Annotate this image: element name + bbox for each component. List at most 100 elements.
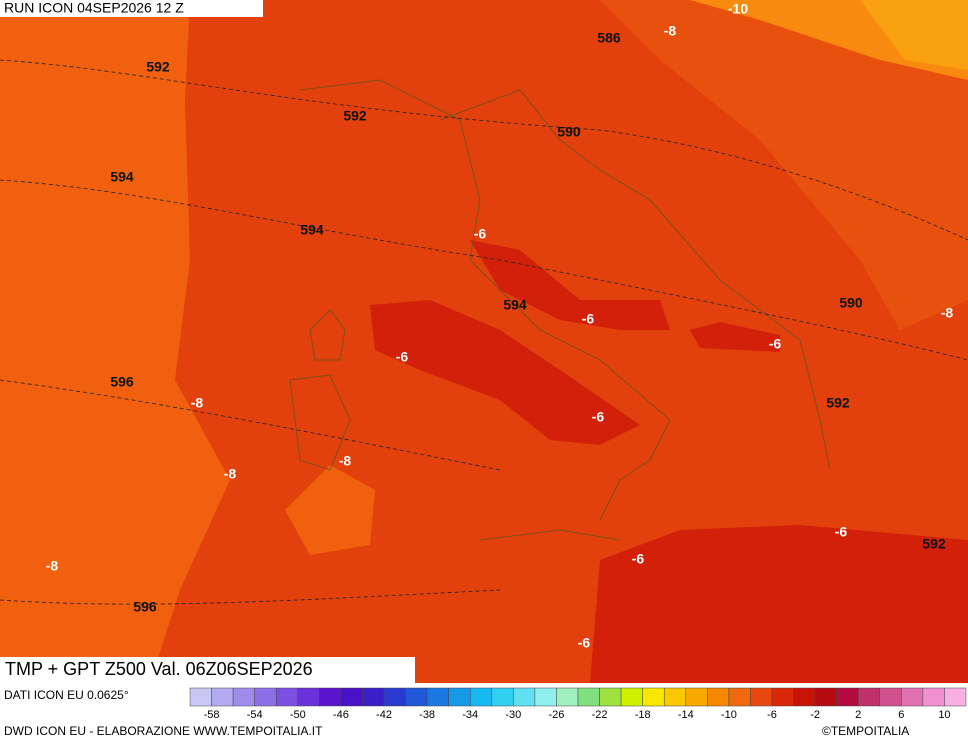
color-swatch — [362, 687, 385, 707]
colorbar-label: 2 — [855, 709, 861, 721]
color-swatch — [857, 687, 881, 707]
contour-label: 590 — [839, 295, 863, 311]
contour-label: 586 — [597, 30, 621, 46]
contour-label: 596 — [110, 374, 134, 390]
colorbar-label: -46 — [333, 709, 349, 721]
cool-zone — [370, 300, 640, 445]
map-title: TMP + GPT Z500 Val. 06Z06SEP2026 — [5, 659, 313, 679]
color-swatch — [793, 687, 816, 707]
color-swatch — [426, 687, 449, 707]
contour-label: -8 — [941, 305, 954, 321]
colorbar-label: 6 — [898, 709, 904, 721]
color-swatch — [728, 687, 751, 707]
color-swatch — [663, 687, 687, 707]
color-swatch — [836, 687, 859, 707]
color-swatch — [771, 687, 794, 707]
contour-label: 594 — [300, 222, 324, 238]
colorbar-label: -58 — [204, 709, 220, 721]
color-swatch — [685, 687, 708, 707]
map: RUN ICON 04SEP2026 12 Z 586 -8 -10 592 592 59… — [0, 0, 968, 683]
color-swatch — [340, 687, 363, 707]
color-swatch — [556, 687, 579, 707]
colorbar-label: -26 — [548, 709, 564, 721]
colorbar-label: -50 — [290, 709, 306, 721]
color-swatch — [534, 687, 557, 707]
colorbar-label: -34 — [462, 709, 478, 721]
cool-zone — [690, 322, 780, 352]
color-swatch — [275, 687, 299, 707]
contour-label: -8 — [224, 466, 237, 482]
colorbar-label: -2 — [810, 709, 820, 721]
warm-zone — [600, 0, 968, 330]
contour-labels: 586 -8 -10 592 592 590 594 594 -6 594 -6 590 -8 -6 -6 5… — [46, 1, 954, 651]
warm-zone — [0, 0, 230, 683]
color-swatch — [189, 687, 212, 707]
color-swatch — [922, 687, 945, 707]
color-swatch — [620, 687, 643, 707]
color-swatch — [879, 687, 902, 707]
title-box — [0, 657, 415, 683]
colorbar-label: -14 — [678, 709, 694, 721]
color-swatch — [405, 687, 428, 707]
contour-label: -8 — [191, 395, 204, 411]
colorbar-label: -54 — [247, 709, 263, 721]
color-swatch — [750, 687, 773, 707]
color-swatch — [814, 687, 837, 707]
contour-label: -8 — [339, 453, 352, 469]
color-swatch — [901, 687, 924, 707]
warm-zone — [285, 465, 375, 555]
contour-label: 592 — [922, 536, 946, 552]
contour-label: -8 — [46, 558, 59, 574]
credit: DWD ICON EU - ELABORAZIONE WWW.TEMPOITAL… — [4, 724, 323, 738]
contour-label: 592 — [146, 59, 170, 75]
colorbar-label: -6 — [767, 709, 777, 721]
contour-label: 590 — [557, 124, 581, 140]
color-swatch — [211, 687, 234, 707]
contour-label: 594 — [503, 297, 527, 313]
header-title: RUN ICON 04SEP2026 12 Z — [4, 0, 184, 16]
copyright: ©TEMPOITALIA — [822, 724, 909, 738]
color-swatch — [254, 687, 277, 707]
coastline — [289, 79, 831, 541]
color-swatch — [319, 687, 342, 707]
colorbar-label: -38 — [419, 709, 435, 721]
contour-label: -6 — [592, 409, 605, 425]
color-swatch — [232, 687, 255, 707]
contour-label: -6 — [835, 524, 848, 540]
color-swatch — [577, 687, 600, 707]
color-swatch — [513, 687, 536, 707]
color-swatch — [448, 687, 471, 707]
contour-label: 594 — [110, 169, 134, 185]
color-swatch — [944, 687, 967, 707]
color-swatch — [707, 687, 730, 707]
colorbar-label: -30 — [505, 709, 521, 721]
colorbar-label: 10 — [938, 709, 950, 721]
colorbar-label: -42 — [376, 709, 392, 721]
contour-label: -8 — [664, 23, 677, 39]
color-swatch — [469, 687, 493, 707]
colorbar-label: -10 — [721, 709, 737, 721]
contour-label: -10 — [728, 1, 748, 17]
color-swatch — [491, 687, 514, 707]
color-swatch — [642, 687, 665, 707]
colorbar-label: -22 — [592, 709, 608, 721]
color-swatch — [383, 687, 406, 707]
colorbar-label: -18 — [635, 709, 651, 721]
cool-zone — [590, 525, 968, 683]
color-swatch — [297, 687, 320, 707]
contour-label: -6 — [632, 551, 645, 567]
cool-zone — [470, 240, 670, 330]
isohypse — [0, 59, 968, 605]
contour-label: -6 — [578, 635, 591, 651]
source: DATI ICON EU 0.0625° — [4, 688, 129, 702]
header-box — [0, 0, 263, 17]
contour-label: -6 — [396, 349, 409, 365]
contour-label: -6 — [769, 336, 782, 352]
contour-label: -6 — [582, 311, 595, 327]
color-swatch — [599, 687, 622, 707]
contour-label: 592 — [343, 108, 367, 124]
contour-label: 596 — [133, 599, 157, 615]
contour-label: -6 — [474, 226, 487, 242]
colorbar: -58 -54 -50 -46 -42 -38 -34 -30 -26 -22 -18 -14 -10-… — [189, 687, 967, 721]
